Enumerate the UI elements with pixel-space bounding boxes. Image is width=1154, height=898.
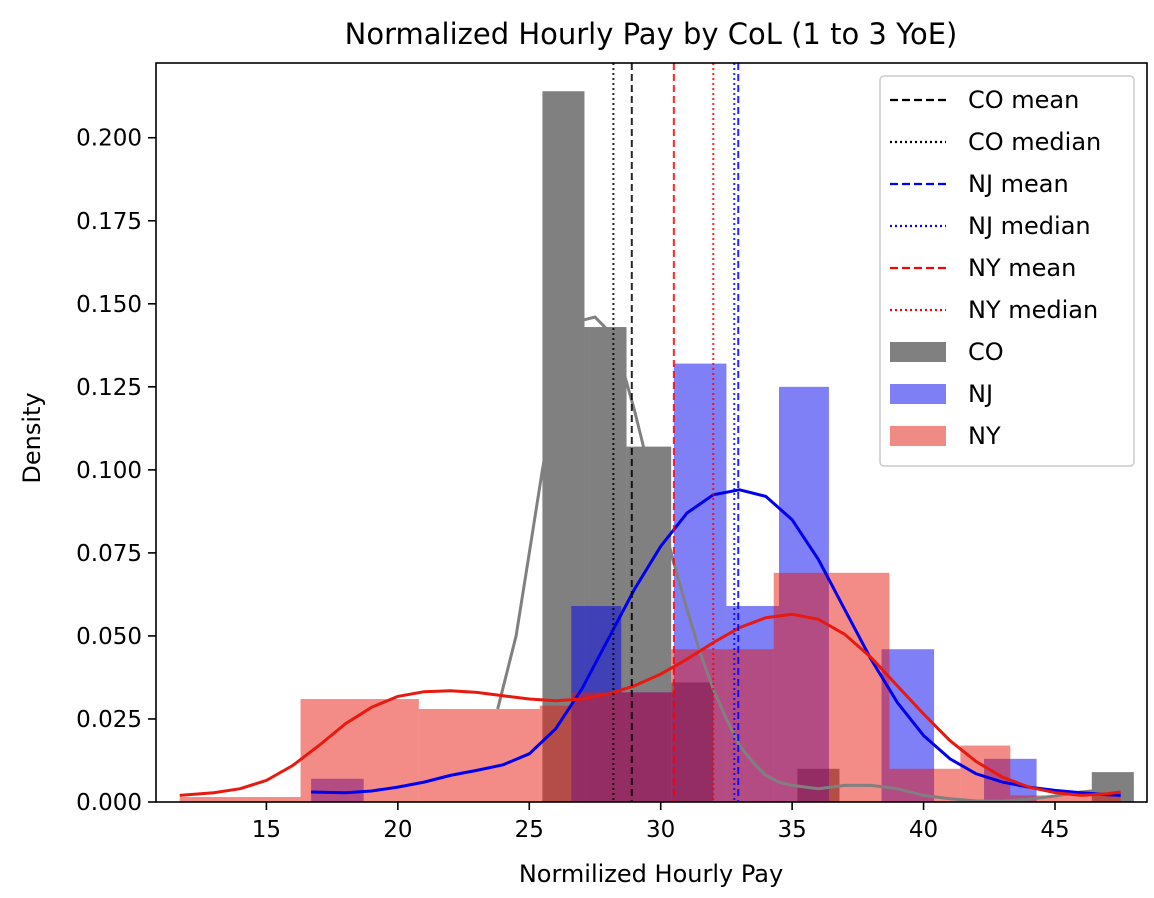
x-tick-label: 15: [252, 817, 281, 843]
y-tick-label: 0.050: [76, 624, 142, 650]
y-tick-label: 0.125: [76, 375, 142, 401]
legend-label: CO median: [968, 128, 1101, 156]
x-tick-label: 35: [777, 817, 806, 843]
plot-area: 15 20 25 30 35 40 45 0.000 0.025 0.050 0.075 0.100 0…: [76, 62, 1148, 843]
histogram-bar-ny: [1010, 795, 1121, 802]
legend-label: NY mean: [968, 254, 1076, 282]
y-tick-label: 0.150: [76, 292, 142, 318]
x-tick-label: 40: [909, 817, 938, 843]
x-tick-label: 30: [646, 817, 675, 843]
legend-label: NY: [968, 422, 1001, 450]
y-tick-label: 0.075: [76, 541, 142, 567]
histogram-bar-ny: [539, 705, 572, 802]
y-tick-label: 0.175: [76, 209, 142, 235]
chart-title: Normalized Hourly Pay by CoL (1 to 3 YoE…: [345, 17, 958, 51]
legend-label: NJ median: [968, 212, 1091, 240]
legend-swatch: [890, 426, 946, 446]
x-tick-label: 45: [1040, 817, 1069, 843]
legend-label: NY median: [968, 296, 1098, 324]
histogram-bar-ny: [671, 649, 774, 802]
legend-box: [879, 75, 1135, 467]
y-axis-label: Density: [18, 392, 46, 483]
axes-frame: [155, 62, 1148, 803]
histogram-bar-ny: [418, 709, 540, 802]
legend-swatch: [890, 384, 946, 404]
legend-label: CO mean: [968, 86, 1079, 114]
y-tick-label: 0.200: [76, 126, 142, 152]
histogram-bar-ny: [773, 572, 890, 802]
kde-line-nj: [311, 488, 1121, 797]
histogram-bar-ny: [571, 692, 672, 802]
legend-label: CO: [968, 338, 1004, 366]
x-axis-label: Normilized Hourly Pay: [519, 860, 783, 888]
y-tick-label: 0.000: [76, 790, 142, 816]
kde-line-co: [496, 315, 1121, 803]
legend-label: NJ mean: [968, 170, 1069, 198]
legend-swatch: [890, 342, 946, 362]
x-tick-label: 25: [515, 817, 544, 843]
y-tick-label: 0.025: [76, 707, 142, 733]
x-tick-label: 20: [383, 817, 412, 843]
kde-line-ny: [179, 612, 1121, 797]
histogram-bar-ny: [179, 797, 301, 802]
legend-label: NJ: [968, 380, 993, 408]
y-tick-label: 0.100: [76, 458, 142, 484]
